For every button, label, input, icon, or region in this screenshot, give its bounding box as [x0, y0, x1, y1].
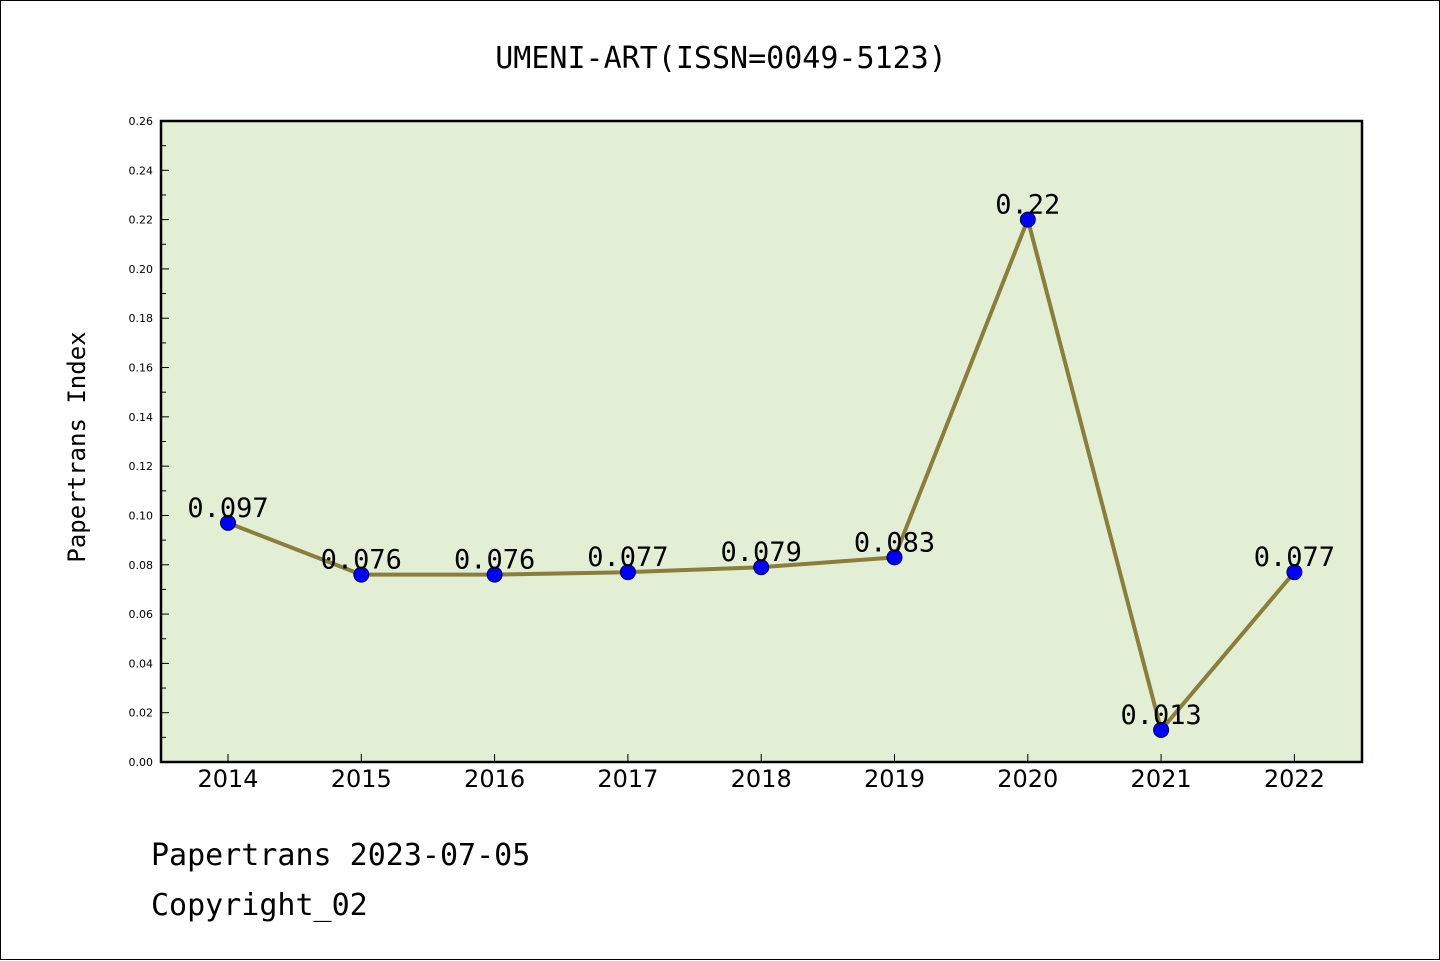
x-tick-label: 2016	[464, 765, 525, 793]
data-point	[753, 559, 770, 576]
y-tick-label: 0.16	[129, 362, 154, 375]
y-tick-label: 0.12	[129, 460, 154, 473]
x-tick-label: 2018	[731, 765, 792, 793]
data-point	[1019, 211, 1036, 228]
data-label: 0.077	[587, 542, 668, 573]
data-label: 0.079	[721, 537, 802, 568]
y-tick-label: 0.00	[129, 756, 154, 769]
plot-border	[159, 119, 1364, 764]
y-axis-label: Papertrans Index	[63, 331, 91, 562]
data-label: 0.013	[1120, 700, 1201, 731]
data-point	[353, 566, 370, 583]
y-tick-label: 0.24	[129, 164, 154, 177]
x-tick-label: 2015	[331, 765, 392, 793]
data-label: 0.22	[995, 190, 1060, 221]
y-tick-label: 0.14	[129, 411, 154, 424]
y-tick-label: 0.18	[129, 312, 154, 325]
data-label: 0.097	[187, 493, 268, 524]
y-tick-label: 0.10	[129, 509, 154, 522]
plot-area	[161, 121, 1362, 762]
data-label: 0.083	[854, 527, 935, 558]
x-tick-label: 2017	[597, 765, 658, 793]
y-axis: 0.00 0.02 0.04 0.06 0.08 0.10 0.12 0.14 0.16 0.18…	[129, 115, 169, 769]
x-tick-label: 2014	[197, 765, 258, 793]
data-point	[220, 514, 236, 531]
x-tick-label: 2020	[997, 765, 1058, 793]
y-tick-label: 0.04	[129, 657, 154, 670]
data-point	[619, 564, 636, 581]
series-markers	[220, 211, 1303, 738]
y-tick-label: 0.20	[129, 263, 154, 276]
y-tick-label: 0.06	[129, 608, 154, 621]
data-point	[486, 566, 503, 583]
y-tick-label: 0.08	[129, 559, 154, 572]
y-tick-label: 0.26	[129, 115, 154, 128]
x-tick-label: 2019	[864, 765, 925, 793]
x-tick-label: 2022	[1264, 765, 1325, 793]
data-label: 0.077	[1254, 542, 1335, 573]
data-point	[1286, 564, 1303, 581]
x-tick-label: 2021	[1131, 765, 1192, 793]
data-label: 0.076	[321, 545, 402, 576]
y-tick-label: 0.22	[129, 214, 154, 227]
footer-copyright: Copyright_02	[151, 888, 368, 923]
footer-date: Papertrans 2023-07-05	[151, 838, 530, 873]
data-point	[1153, 721, 1170, 738]
chart-title: UMENI-ART(ISSN=0049-5123)	[495, 41, 947, 76]
x-axis: 2014 2015 2016 2017 2018 2019 2020 2021 2022	[197, 754, 1325, 793]
y-tick-label: 0.02	[129, 707, 154, 720]
data-point	[886, 549, 903, 566]
data-labels: 0.097 0.076 0.076 0.077 0.079 0.083 0.22 0.013 0…	[187, 190, 1335, 731]
data-label: 0.076	[454, 545, 535, 576]
